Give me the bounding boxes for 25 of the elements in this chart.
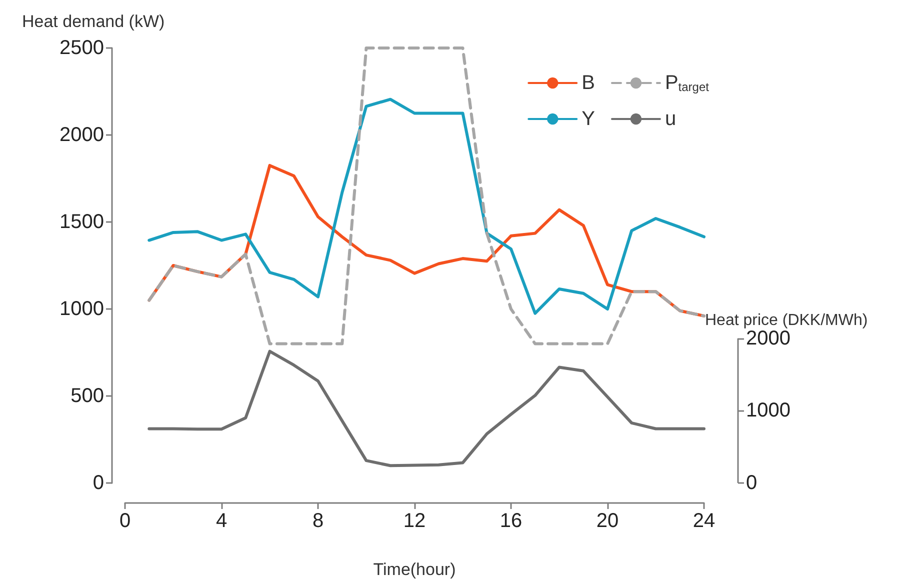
x-tick-label: 8 — [312, 510, 324, 532]
y2-tick-label: 2000 — [746, 327, 790, 350]
legend-label: B — [582, 72, 595, 94]
legend-label: u — [664, 108, 676, 130]
y-tick-label: 2000 — [60, 124, 104, 146]
y2-tick-label: 0 — [746, 472, 758, 494]
x-tick-label: 12 — [403, 510, 426, 532]
legend-label: Ptarget — [664, 72, 710, 94]
y-tick-label: 2500 — [60, 37, 104, 59]
y2-axis-title: Heat price (DKK/MWh) — [705, 312, 868, 329]
x-tick-label: 4 — [216, 510, 228, 532]
y-tick-label: 1000 — [60, 298, 104, 320]
y-tick-label: 1500 — [60, 211, 104, 233]
y-tick-label: 0 — [92, 472, 104, 494]
x-tick-label: 24 — [692, 510, 716, 532]
line-series — [148, 350, 706, 468]
y-axis-title: Heat demand (kW) — [22, 12, 165, 31]
x-axis-title: Time(hour) — [373, 560, 456, 579]
legend-label: Y — [582, 108, 595, 130]
y-tick-label: 500 — [70, 385, 104, 407]
y2-tick-label: 1000 — [746, 400, 790, 422]
x-tick-label: 0 — [119, 510, 131, 532]
x-tick-label: 20 — [596, 510, 619, 532]
line-series — [148, 98, 706, 315]
x-tick-label: 16 — [500, 510, 522, 532]
